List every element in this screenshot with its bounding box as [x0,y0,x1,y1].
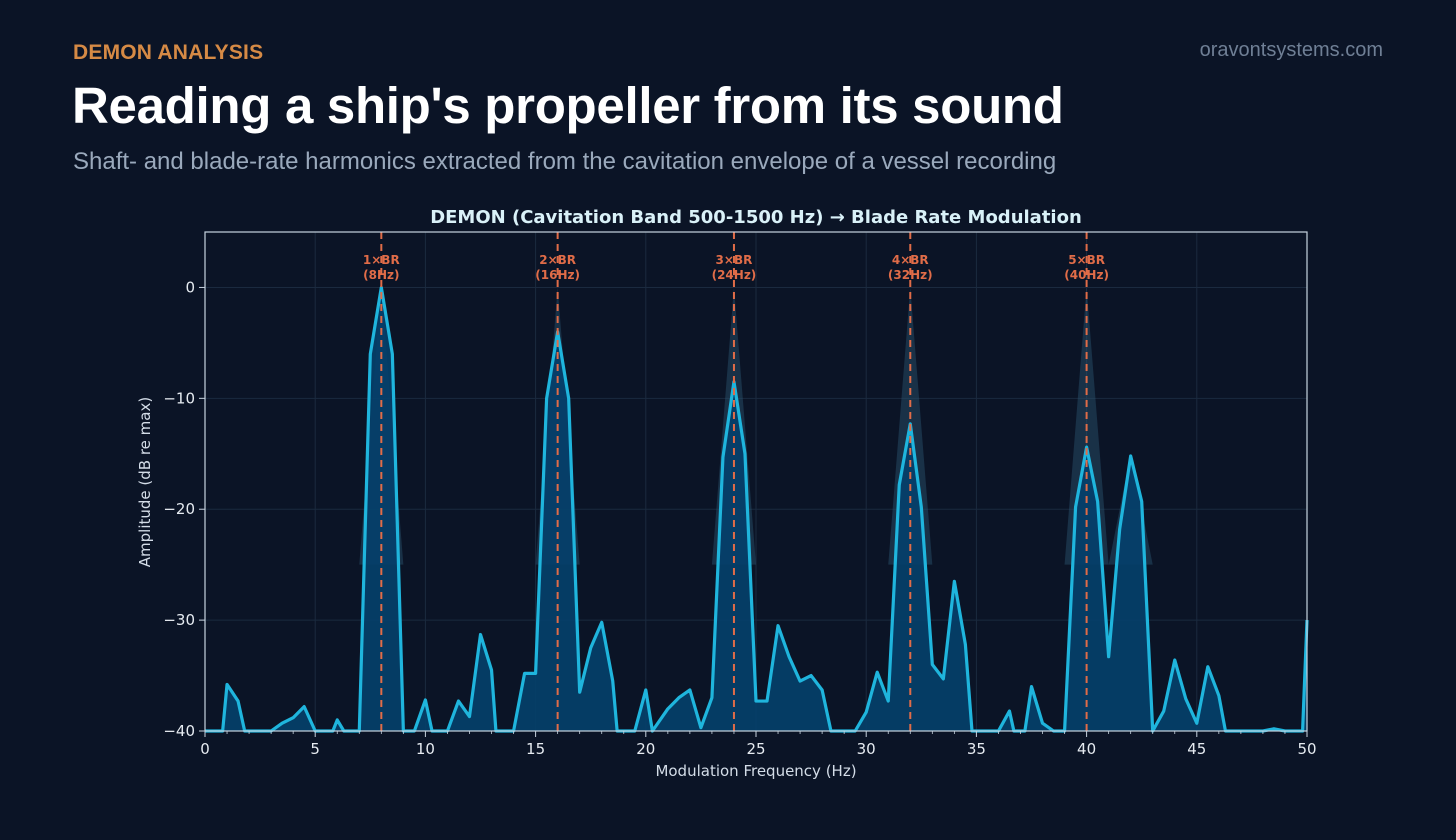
y-tick-label: −40 [163,722,195,740]
harmonic-label: 2×BR [539,253,576,267]
x-tick-label: 30 [857,740,876,758]
x-tick-label: 40 [1077,740,1096,758]
y-tick-label: 0 [185,278,195,296]
y-axis-label: Amplitude (dB re max) [136,397,154,567]
x-tick-label: 0 [200,740,210,758]
brand-domain: oravontsystems.com [1199,39,1383,61]
page-subtitle: Shaft- and blade-rate harmonics extracte… [73,148,1057,175]
x-tick-label: 20 [636,740,655,758]
y-tick-label: −10 [163,389,195,407]
section-eyebrow: DEMON ANALYSIS [73,41,264,64]
x-tick-label: 15 [526,740,545,758]
y-tick-label: −30 [163,611,195,629]
x-tick-label: 35 [967,740,986,758]
x-tick-label: 25 [746,740,765,758]
harmonic-label-freq: (24Hz) [712,268,757,282]
x-tick-label: 5 [310,740,320,758]
x-axis-label: Modulation Frequency (Hz) [655,762,856,780]
x-tick-label: 50 [1297,740,1316,758]
tick-layer: 0 5 10 15 20 25 30 35 40 45 50 0 −10 −20 −30 −40 [163,278,1316,758]
x-tick-label: 45 [1187,740,1206,758]
chart-title: DEMON (Cavitation Band 500-1500 Hz) → Bl… [430,207,1082,228]
harmonic-label: 3×BR [716,253,753,267]
harmonic-label-freq: (40Hz) [1064,268,1109,282]
page-title: Reading a ship's propeller from its soun… [72,77,1064,134]
x-tick-label: 10 [416,740,435,758]
harmonic-label: 5×BR [1068,253,1105,267]
harmonic-label-freq: (8Hz) [363,268,399,282]
harmonic-marker-layer: 1×BR(8Hz) 2×BR(16Hz) 3×BR(24Hz) 4×BR(32Hz) 5… [363,232,1109,731]
y-tick-label: −20 [163,500,195,518]
harmonic-label-freq: (32Hz) [888,268,933,282]
harmonic-label: 1×BR [363,253,400,267]
spectrum-line [205,285,1309,733]
harmonic-label-freq: (16Hz) [535,268,580,282]
harmonic-label: 4×BR [892,253,929,267]
